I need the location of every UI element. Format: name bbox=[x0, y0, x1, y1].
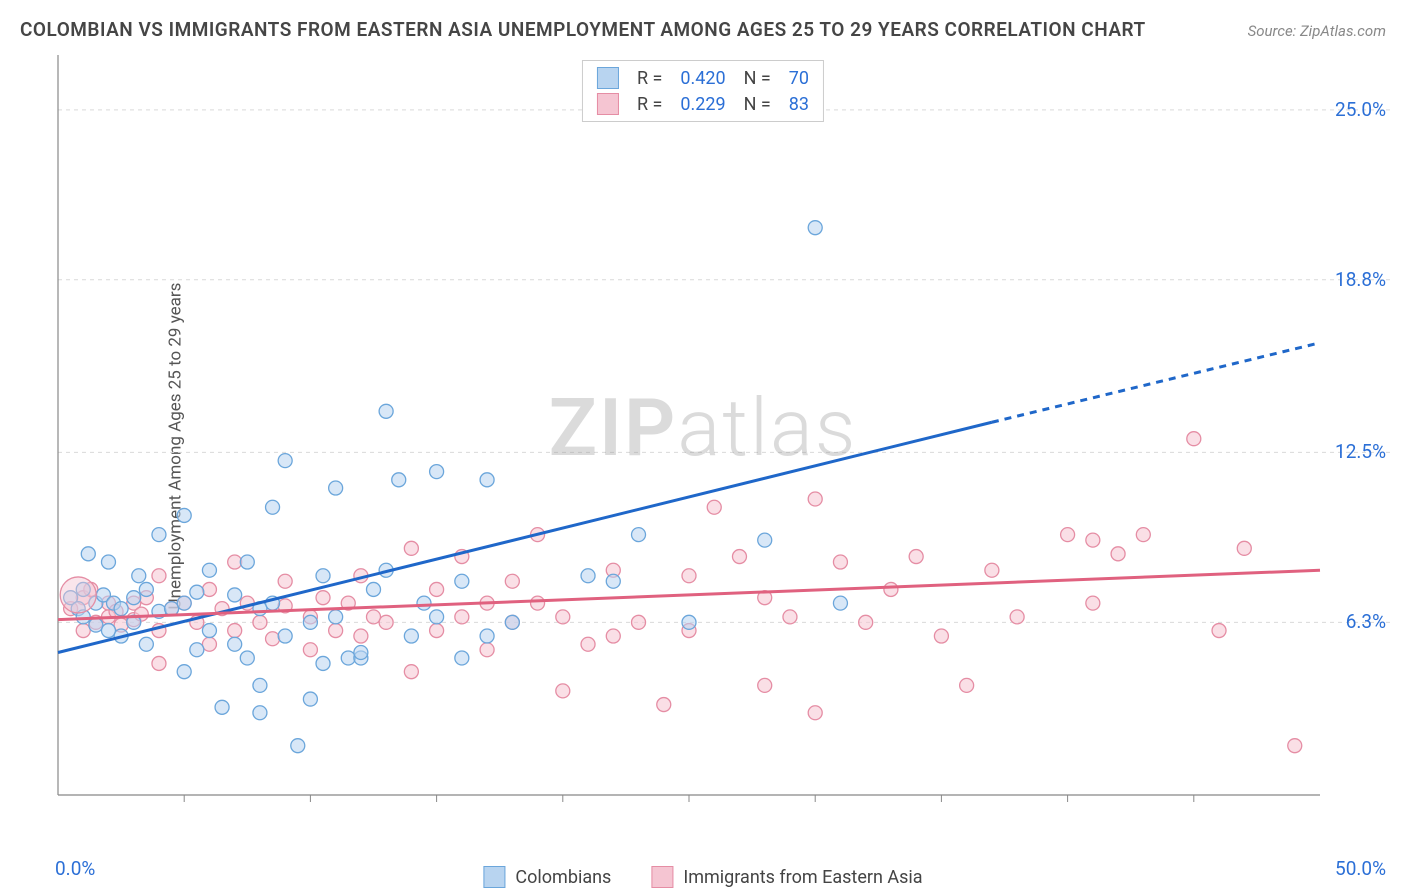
source-label: Source: ZipAtlas.com bbox=[1248, 22, 1386, 40]
corr-r-value: 0.420 bbox=[680, 68, 725, 89]
scatter-plot bbox=[50, 55, 1390, 825]
series-legend-item: Colombians bbox=[483, 866, 611, 888]
corr-n-label: N = bbox=[744, 68, 771, 89]
series-legend-item: Immigrants from Eastern Asia bbox=[651, 866, 922, 888]
corr-r-label: R = bbox=[637, 68, 662, 89]
y-tick-label: 6.3% bbox=[1346, 610, 1386, 633]
legend-swatch bbox=[651, 866, 673, 888]
x-axis-max: 50.0% bbox=[1335, 857, 1386, 880]
x-axis-min: 0.0% bbox=[55, 857, 95, 880]
chart-title: COLOMBIAN VS IMMIGRANTS FROM EASTERN ASI… bbox=[20, 18, 1146, 41]
corr-r-value: 0.229 bbox=[680, 94, 725, 115]
corr-n-value: 70 bbox=[789, 68, 809, 89]
legend-swatch bbox=[597, 67, 619, 89]
corr-n-value: 83 bbox=[789, 94, 809, 115]
corr-r-label: R = bbox=[637, 94, 662, 115]
corr-legend-row: R = 0.229 N = 83 bbox=[597, 91, 809, 117]
y-tick-label: 25.0% bbox=[1335, 98, 1386, 121]
correlation-legend: R = 0.420 N = 70 R = 0.229 N = 83 bbox=[582, 60, 824, 122]
series-name: Immigrants from Eastern Asia bbox=[683, 867, 922, 888]
y-tick-label: 12.5% bbox=[1335, 440, 1386, 463]
plot-svg bbox=[50, 55, 1390, 825]
corr-n-label: N = bbox=[744, 94, 771, 115]
series-name: Colombians bbox=[515, 867, 611, 888]
series-legend: Colombians Immigrants from Eastern Asia bbox=[483, 866, 922, 888]
legend-swatch bbox=[483, 866, 505, 888]
y-tick-label: 18.8% bbox=[1335, 268, 1386, 291]
legend-swatch bbox=[597, 93, 619, 115]
corr-legend-row: R = 0.420 N = 70 bbox=[597, 65, 809, 91]
